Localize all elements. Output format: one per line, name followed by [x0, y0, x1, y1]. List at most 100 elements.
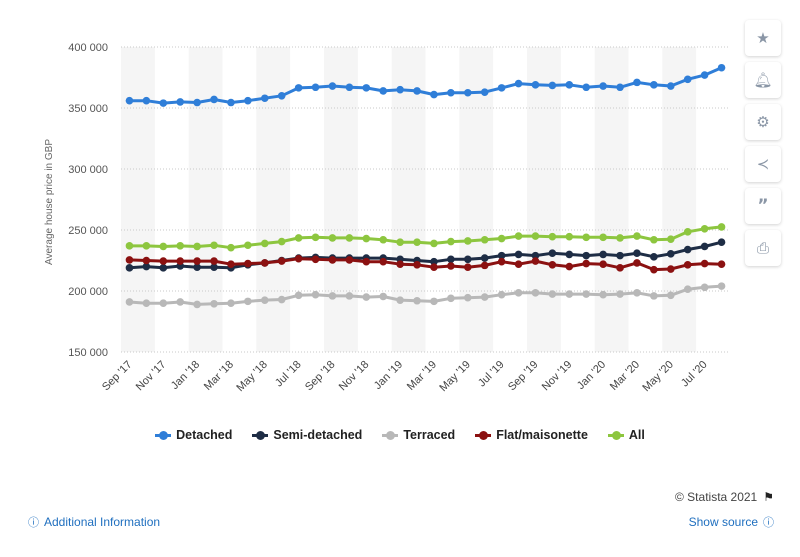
data-point-detached — [514, 79, 523, 88]
additional-information-link[interactable]: ⓘ Additional Information — [28, 514, 160, 530]
data-point-flat-maisonette — [548, 260, 557, 269]
data-point-all — [514, 232, 523, 240]
data-point-all — [413, 238, 421, 246]
settings-button[interactable]: ⚙ — [745, 104, 781, 140]
data-point-all — [277, 237, 286, 246]
gridlines — [121, 46, 730, 353]
data-point-all — [650, 235, 658, 244]
data-point-flat-maisonette — [142, 256, 151, 265]
data-point-detached — [582, 83, 591, 92]
legend-item-all[interactable]: All — [607, 428, 645, 442]
data-point-all — [125, 242, 134, 250]
data-point-flat-maisonette — [176, 257, 185, 265]
data-point-detached — [683, 75, 692, 84]
data-point-terraced — [277, 295, 286, 304]
data-point-all — [683, 228, 692, 236]
y-tick-label: 400 000 — [68, 42, 108, 54]
y-tick-label: 350 000 — [68, 103, 108, 115]
data-point-all — [666, 235, 675, 243]
data-point-terraced — [210, 300, 218, 308]
data-point-all — [244, 241, 252, 250]
data-point-semi-detached — [582, 251, 591, 260]
data-point-terraced — [413, 296, 421, 305]
data-point-detached — [379, 87, 388, 95]
data-point-flat-maisonette — [227, 260, 235, 268]
data-point-detached — [616, 83, 624, 92]
data-point-all — [345, 234, 354, 242]
legend-item-terraced[interactable]: Terraced — [382, 428, 455, 442]
data-point-all — [311, 233, 320, 242]
chart-legend: Detached Semi-detached Terraced Flat/maison… — [0, 428, 800, 442]
series-terraced — [125, 282, 726, 309]
show-source-link[interactable]: Show source ⓘ — [689, 514, 774, 530]
data-point-all — [379, 235, 388, 244]
data-point-detached — [413, 87, 421, 95]
print-button[interactable]: ⎙ — [745, 230, 781, 266]
data-point-flat-maisonette — [531, 257, 540, 265]
data-point-flat-maisonette — [565, 262, 574, 271]
data-point-detached — [159, 99, 168, 107]
data-point-semi-detached — [633, 249, 641, 257]
data-point-all — [717, 223, 726, 231]
star-icon: ★ — [756, 29, 770, 47]
notification-button[interactable]: 🔔︎ — [745, 62, 781, 98]
data-point-terraced — [683, 285, 692, 293]
data-point-flat-maisonette — [260, 259, 269, 267]
data-point-flat-maisonette — [396, 260, 404, 268]
data-point-detached — [497, 84, 506, 92]
data-point-terraced — [244, 297, 252, 306]
data-point-terraced — [548, 290, 557, 298]
data-point-semi-detached — [548, 249, 557, 257]
legend-item-detached[interactable]: Detached — [155, 428, 232, 442]
data-point-detached — [277, 92, 286, 100]
data-point-all — [362, 234, 371, 243]
bell-icon: 🔔︎ — [753, 71, 773, 89]
data-point-flat-maisonette — [362, 257, 371, 266]
legend-item-flat-maisonette[interactable]: Flat/maisonette — [475, 428, 588, 442]
legend-item-semi-detached[interactable]: Semi-detached — [252, 428, 362, 442]
legend-marker — [607, 430, 624, 440]
x-tick-label: Sep '18 — [303, 359, 338, 394]
data-point-terraced — [260, 296, 269, 304]
data-point-semi-detached — [463, 255, 472, 264]
share-button[interactable]: ≺ — [745, 146, 781, 182]
data-point-terraced — [362, 293, 371, 301]
series-layer — [125, 63, 726, 309]
data-point-all — [548, 232, 557, 241]
cite-button[interactable]: ” — [745, 188, 781, 224]
data-point-semi-detached — [430, 257, 438, 266]
data-point-terraced — [666, 291, 675, 300]
data-point-terraced — [633, 289, 641, 297]
data-point-terraced — [227, 299, 235, 308]
data-point-semi-detached — [599, 250, 607, 259]
flag-icon[interactable]: ⚑ — [763, 490, 774, 504]
data-point-flat-maisonette — [430, 263, 438, 272]
legend-marker — [382, 430, 399, 440]
data-point-semi-detached — [616, 251, 624, 260]
data-point-detached — [633, 78, 641, 87]
data-point-flat-maisonette — [683, 260, 692, 269]
data-point-detached — [210, 95, 218, 104]
data-point-flat-maisonette — [193, 257, 201, 265]
data-point-detached — [328, 82, 337, 90]
x-tick-label: Jan '18 — [169, 359, 202, 392]
data-point-flat-maisonette — [413, 260, 421, 269]
data-point-detached — [362, 84, 371, 92]
data-point-all — [582, 233, 591, 242]
data-point-terraced — [650, 292, 658, 300]
data-point-all — [396, 238, 404, 246]
x-tick-label: Nov '17 — [134, 359, 169, 394]
data-point-semi-detached — [565, 250, 574, 259]
data-point-detached — [294, 84, 303, 92]
data-point-detached — [311, 83, 320, 92]
data-point-semi-detached — [497, 251, 506, 260]
data-point-detached — [650, 81, 658, 89]
data-point-flat-maisonette — [717, 260, 726, 268]
data-point-flat-maisonette — [244, 259, 252, 268]
x-tick-label: Mar '20 — [608, 359, 642, 393]
favorite-button[interactable]: ★ — [745, 20, 781, 56]
data-point-flat-maisonette — [650, 265, 658, 274]
data-point-terraced — [311, 290, 320, 299]
data-point-detached — [700, 71, 709, 79]
